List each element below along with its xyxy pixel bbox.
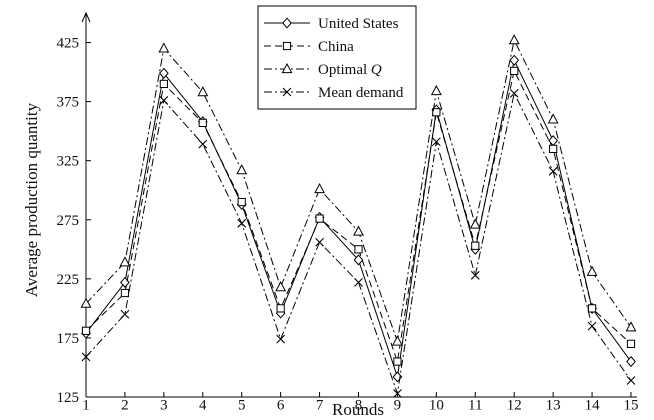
data-point (510, 66, 519, 75)
data-point (198, 139, 208, 149)
data-point (120, 309, 130, 319)
data-point (470, 270, 480, 280)
legend-label: Optimal Q (318, 62, 382, 78)
legend-label: Mean demand (318, 85, 404, 101)
data-point (236, 164, 248, 175)
data-point (197, 86, 209, 97)
data-point (432, 108, 441, 117)
data-point (392, 371, 403, 383)
x-tick-label: 9 (394, 398, 402, 414)
legend-marker (282, 17, 292, 29)
y-tick-label: 325 (57, 154, 80, 170)
data-point (626, 376, 636, 385)
x-tick-label: 10 (429, 398, 444, 414)
data-point (158, 42, 170, 53)
data-point (81, 352, 91, 362)
legend-marker (282, 41, 292, 51)
data-point (431, 137, 441, 147)
y-tick-label: 425 (57, 36, 80, 52)
data-point (354, 278, 363, 287)
series-optimal-q (80, 34, 637, 346)
x-tick-label: 1 (82, 398, 90, 414)
series-line (85, 69, 632, 362)
x-tick-label: 12 (507, 398, 522, 414)
x-tick-label: 2 (121, 398, 129, 414)
data-point (626, 355, 636, 368)
series-china (81, 66, 636, 366)
x-tick-label: 8 (355, 398, 363, 414)
data-point (315, 237, 324, 247)
y-tick-label: 175 (57, 331, 80, 347)
data-point (586, 265, 598, 276)
data-point (430, 84, 442, 96)
data-point (159, 96, 169, 105)
data-point (158, 67, 169, 79)
data-point (314, 182, 326, 194)
data-point (587, 304, 597, 313)
data-point (626, 339, 636, 348)
data-point (276, 304, 285, 313)
series-layer (80, 34, 637, 398)
data-point (353, 254, 364, 266)
y-tick-label: 125 (57, 390, 80, 406)
x-tick-label: 13 (546, 398, 561, 414)
data-point (509, 88, 519, 98)
legend-marker (281, 62, 293, 74)
data-point (120, 288, 130, 298)
data-point (159, 79, 168, 88)
data-point (119, 256, 131, 267)
y-axis-arrow (81, 11, 91, 23)
y-tick-label: 275 (57, 213, 80, 229)
x-tick-label: 3 (160, 398, 168, 414)
data-point (120, 276, 130, 288)
data-point (354, 245, 363, 254)
x-tick-label: 14 (585, 398, 601, 414)
data-point (391, 335, 403, 346)
data-point (315, 214, 324, 223)
legend: United States China Optimal Q Mean demand (257, 5, 417, 110)
y-axis-title: Average production quantity (22, 102, 41, 297)
x-tick-label: 11 (468, 398, 482, 414)
y-tick-label: 375 (57, 95, 80, 111)
x-axis-title: Rounds (332, 400, 384, 419)
data-point (393, 357, 402, 366)
data-point (237, 218, 247, 228)
legend-label: China (318, 39, 354, 55)
series-mean-demand (81, 88, 636, 398)
data-point (276, 334, 286, 344)
data-point (625, 321, 637, 332)
data-point (471, 241, 480, 250)
series-line (85, 91, 632, 394)
data-point (587, 321, 597, 331)
data-point (547, 113, 559, 124)
x-tick-label: 15 (624, 398, 639, 414)
data-point (198, 118, 207, 127)
x-tick-label: 6 (277, 398, 285, 414)
data-point (548, 166, 558, 176)
x-tick-label: 4 (199, 398, 207, 414)
data-point (393, 389, 402, 398)
axes: 1 2 3 4 5 6 7 8 9 10 11 12 13 14 151251752252753253754… (57, 11, 639, 414)
data-point (549, 144, 558, 153)
data-point (80, 297, 92, 308)
y-tick-label: 225 (57, 272, 80, 288)
data-point (508, 34, 520, 45)
legend-label: United States (318, 16, 399, 32)
x-tick-label: 5 (238, 398, 246, 414)
data-point (353, 225, 364, 236)
data-point (81, 326, 91, 335)
data-point (237, 197, 246, 207)
data-point (275, 281, 287, 292)
legend-marker (282, 87, 292, 97)
data-point (509, 54, 520, 66)
data-point (469, 218, 481, 229)
x-tick-label: 7 (316, 398, 324, 414)
